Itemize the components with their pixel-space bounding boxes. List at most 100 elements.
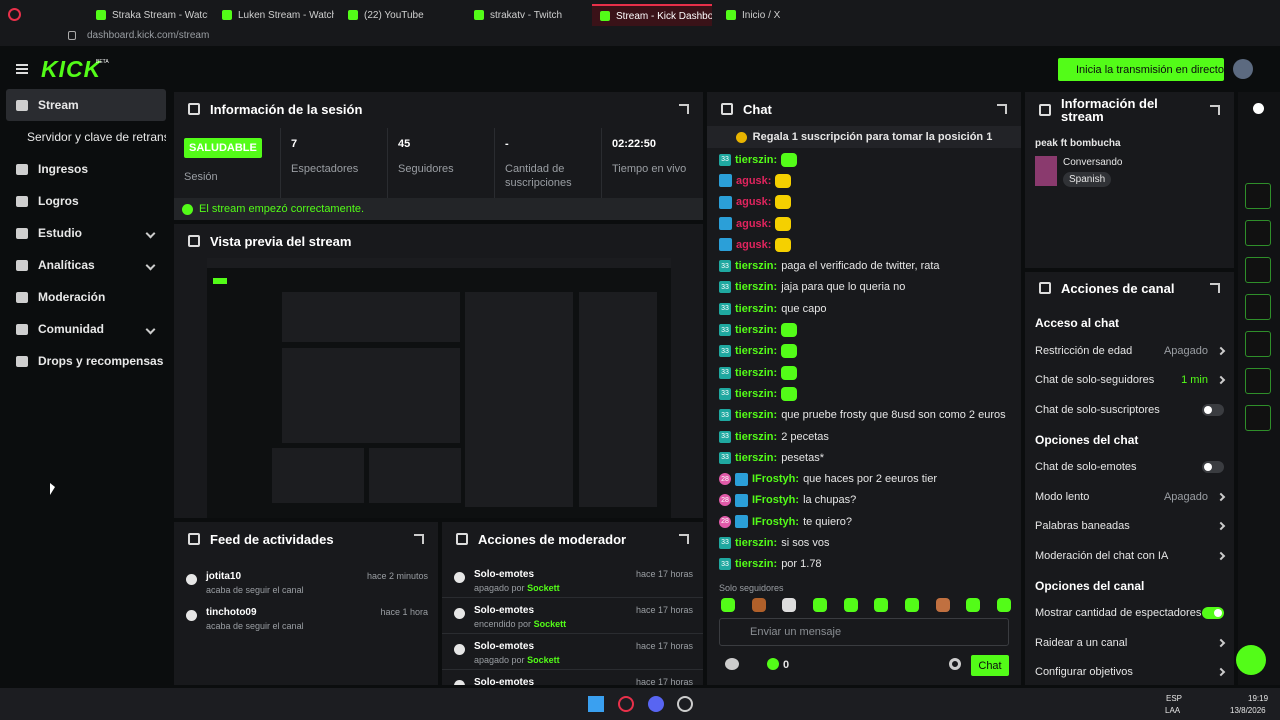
emote[interactable]	[843, 598, 858, 612]
emote[interactable]	[935, 598, 950, 612]
stream-preview	[207, 258, 671, 518]
nav-item[interactable]: Servidor y clave de retransmisión	[6, 121, 166, 153]
nav-label: Moderación	[38, 290, 106, 304]
expand-button[interactable]	[414, 534, 424, 544]
cursor	[50, 483, 55, 495]
category-image	[1035, 156, 1057, 186]
setting-row[interactable]: Modo lento Apagado	[1035, 482, 1226, 511]
expand-button[interactable]	[679, 534, 689, 544]
nav-item[interactable]: Drops y recompensas	[6, 345, 166, 377]
tab[interactable]: strakatv - Twitch	[466, 4, 586, 26]
date: 13/8/2026	[1230, 706, 1266, 715]
chat-text: 2 pecetas	[781, 430, 829, 443]
session-panel: Información de la sesión El stream empez…	[174, 92, 703, 220]
tab[interactable]: Stream - Kick Dashbo	[592, 4, 712, 26]
rail-button[interactable]	[1245, 294, 1271, 320]
emote[interactable]	[721, 598, 735, 612]
help-button[interactable]	[1236, 645, 1266, 675]
emote[interactable]	[812, 598, 827, 612]
setting-row[interactable]: Palabras baneadas	[1035, 512, 1226, 541]
expand-button[interactable]	[1210, 283, 1220, 293]
chat-settings[interactable]	[949, 658, 961, 670]
arrow	[1216, 638, 1226, 647]
rail-button[interactable]	[1245, 368, 1271, 394]
emote[interactable]	[751, 598, 766, 612]
setting-row[interactable]: Raidear a un canal	[1035, 628, 1226, 657]
tab[interactable]: Straka Stream - Watch	[88, 4, 208, 26]
toggle[interactable]	[1202, 607, 1224, 619]
panel-header: Información de la sesión	[174, 92, 703, 126]
discord-app[interactable]	[648, 696, 664, 712]
feed-time: hace 1 hora	[380, 607, 428, 617]
panel-title: Chat	[743, 101, 772, 117]
opera-app[interactable]	[618, 696, 634, 712]
category: Conversando	[1063, 157, 1123, 168]
tab[interactable]: Luken Stream - Watch	[214, 4, 334, 26]
send-button[interactable]: Chat	[971, 655, 1009, 676]
url[interactable]: dashboard.kick.com/stream	[87, 30, 210, 41]
setting-row[interactable]: Mostrar cantidad de espectadores	[1035, 599, 1224, 628]
emote[interactable]	[904, 598, 919, 612]
nav-item[interactable]: Analíticas	[6, 249, 166, 281]
rail-button[interactable]	[1245, 220, 1271, 246]
chat-text: jaja para que lo queria no	[781, 281, 906, 294]
setting-row[interactable]: Moderación del chat con IA	[1035, 541, 1226, 570]
rail-button[interactable]	[1245, 257, 1271, 283]
chat-text: te quiero?	[803, 515, 852, 528]
rail-button[interactable]	[1245, 183, 1271, 209]
nav-item[interactable]: Moderación	[6, 281, 166, 313]
nav-label: Drops y recompensas	[38, 354, 164, 368]
preview-block	[282, 292, 460, 342]
tab[interactable]: Inicio / X	[718, 4, 838, 26]
emote[interactable]	[966, 598, 981, 612]
logo[interactable]: KICK	[41, 56, 102, 82]
setting-row[interactable]: Restricción de edad Apagado	[1035, 336, 1226, 365]
chat-text: por 1.78	[781, 558, 822, 571]
feed-user: tinchoto09	[206, 607, 257, 618]
tab[interactable]: (22) YouTube	[340, 4, 460, 26]
panel-title: Acciones de moderador	[478, 531, 627, 547]
pinned-banner[interactable]: Regala 1 suscripción para tomar la posic…	[707, 126, 1021, 148]
chat-mode: Solo seguidores	[719, 583, 784, 593]
nav-item[interactable]: Estudio	[6, 217, 166, 249]
stat-label: Seguidores	[398, 163, 454, 175]
badge: 28	[719, 515, 731, 528]
rail-button[interactable]	[1245, 405, 1271, 431]
stat: 02:22:50 Tiempo en vivo	[602, 128, 703, 198]
chat-text: que haces por 2 eeuros tier	[803, 473, 937, 486]
emote[interactable]	[874, 598, 889, 612]
nav-item[interactable]: Ingresos	[6, 153, 166, 185]
menu-button[interactable]	[16, 64, 28, 74]
nav-item[interactable]: Logros	[6, 185, 166, 217]
avatar[interactable]	[1233, 59, 1253, 79]
emote[interactable]	[996, 598, 1011, 612]
preview-block	[465, 292, 573, 507]
setting-row[interactable]: Configurar objetivos	[1035, 658, 1226, 686]
expand-button[interactable]	[679, 104, 689, 114]
toggle[interactable]	[1202, 461, 1224, 473]
nav-item[interactable]: Stream	[6, 89, 166, 121]
settings-icon[interactable]	[725, 658, 739, 670]
stat-label: Espectadores	[291, 163, 359, 175]
go-live-button[interactable]: Inicia la transmisión en directo	[1058, 58, 1224, 81]
expand-button[interactable]	[1210, 105, 1220, 115]
tab-title: Straka Stream - Watch	[112, 9, 208, 21]
expand-button[interactable]	[997, 104, 1007, 114]
start-button[interactable]	[588, 696, 604, 712]
stat-label: Sesión	[184, 171, 218, 183]
setting-row[interactable]: Chat de solo-emotes	[1035, 453, 1224, 482]
arrow	[1216, 521, 1226, 531]
message-input[interactable]: Enviar un mensaje	[719, 618, 1009, 646]
app[interactable]	[677, 696, 693, 712]
setting-row[interactable]: Chat de solo-seguidores 1 min	[1035, 366, 1226, 395]
setting-row[interactable]: Chat de solo-suscriptores	[1035, 395, 1224, 424]
stat-value: 02:22:50	[612, 138, 657, 150]
emote[interactable]	[782, 598, 797, 612]
info-icon[interactable]	[1253, 103, 1264, 114]
feed-action: acaba de seguir el canal	[206, 585, 304, 595]
favicon	[474, 10, 484, 20]
badge: 33	[719, 536, 731, 549]
nav-item[interactable]: Comunidad	[6, 313, 166, 345]
toggle[interactable]	[1202, 403, 1224, 416]
rail-button[interactable]	[1245, 331, 1271, 357]
